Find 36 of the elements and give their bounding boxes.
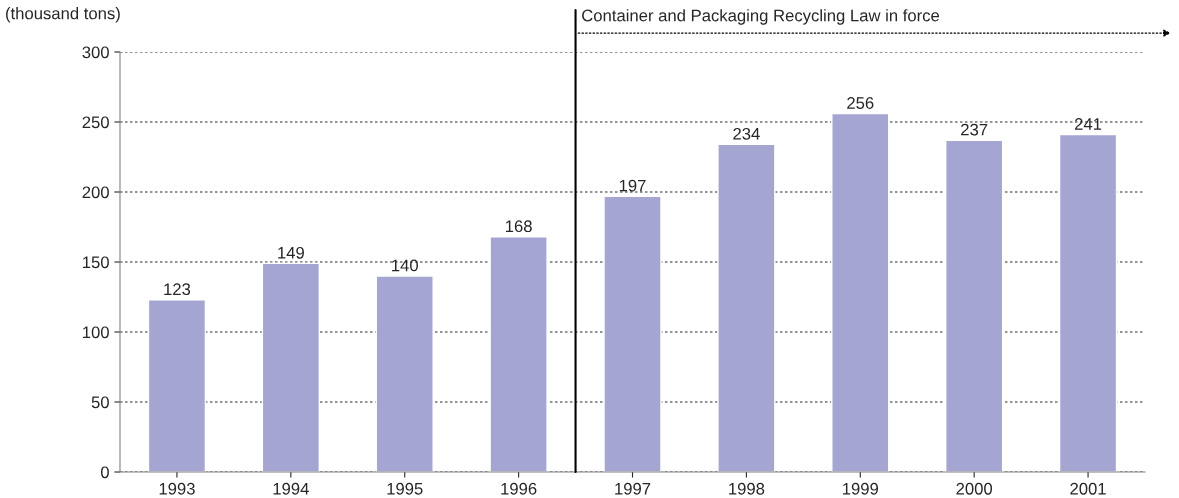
bar bbox=[261, 262, 321, 472]
bar bbox=[489, 236, 548, 472]
y-tick-label: 150 bbox=[83, 256, 109, 269]
data-label: 234 bbox=[733, 127, 760, 140]
y-axis-title: (thousand tons) bbox=[6, 7, 120, 23]
bar bbox=[147, 299, 207, 472]
bar bbox=[831, 112, 890, 472]
x-tick-label: 1997 bbox=[615, 482, 651, 495]
y-tick-label: 250 bbox=[82, 116, 109, 129]
data-label: 149 bbox=[278, 246, 304, 259]
x-tick-label: 2001 bbox=[1070, 482, 1106, 495]
data-label: 241 bbox=[1074, 118, 1102, 130]
y-tick-label: 50 bbox=[91, 396, 109, 409]
bar bbox=[603, 195, 662, 472]
y-tick-label: 200 bbox=[82, 186, 109, 199]
x-tick-label: 1994 bbox=[273, 482, 309, 495]
data-label: 197 bbox=[619, 179, 646, 192]
x-tick-label: 1995 bbox=[387, 482, 423, 495]
data-label: 140 bbox=[392, 259, 418, 272]
bar bbox=[944, 139, 1004, 472]
bar bbox=[717, 143, 776, 472]
y-tick-label: 300 bbox=[82, 46, 109, 59]
x-tick-label: 1998 bbox=[729, 482, 765, 495]
data-label: 256 bbox=[847, 97, 874, 109]
x-tick-label: 1993 bbox=[159, 482, 195, 495]
ref-line-label: Container and Packaging Recycling Law in force bbox=[582, 9, 940, 25]
data-label: 237 bbox=[961, 123, 988, 136]
y-tick-label: 100 bbox=[83, 326, 109, 339]
x-tick-label: 2000 bbox=[956, 482, 993, 495]
y-tick-label: 0 bbox=[100, 466, 109, 479]
bar bbox=[375, 275, 434, 472]
bar bbox=[1058, 133, 1118, 472]
data-label: 123 bbox=[164, 283, 191, 296]
x-tick-label: 1996 bbox=[501, 482, 537, 495]
x-tick-label: 1999 bbox=[843, 482, 879, 495]
data-label: 168 bbox=[505, 220, 532, 233]
